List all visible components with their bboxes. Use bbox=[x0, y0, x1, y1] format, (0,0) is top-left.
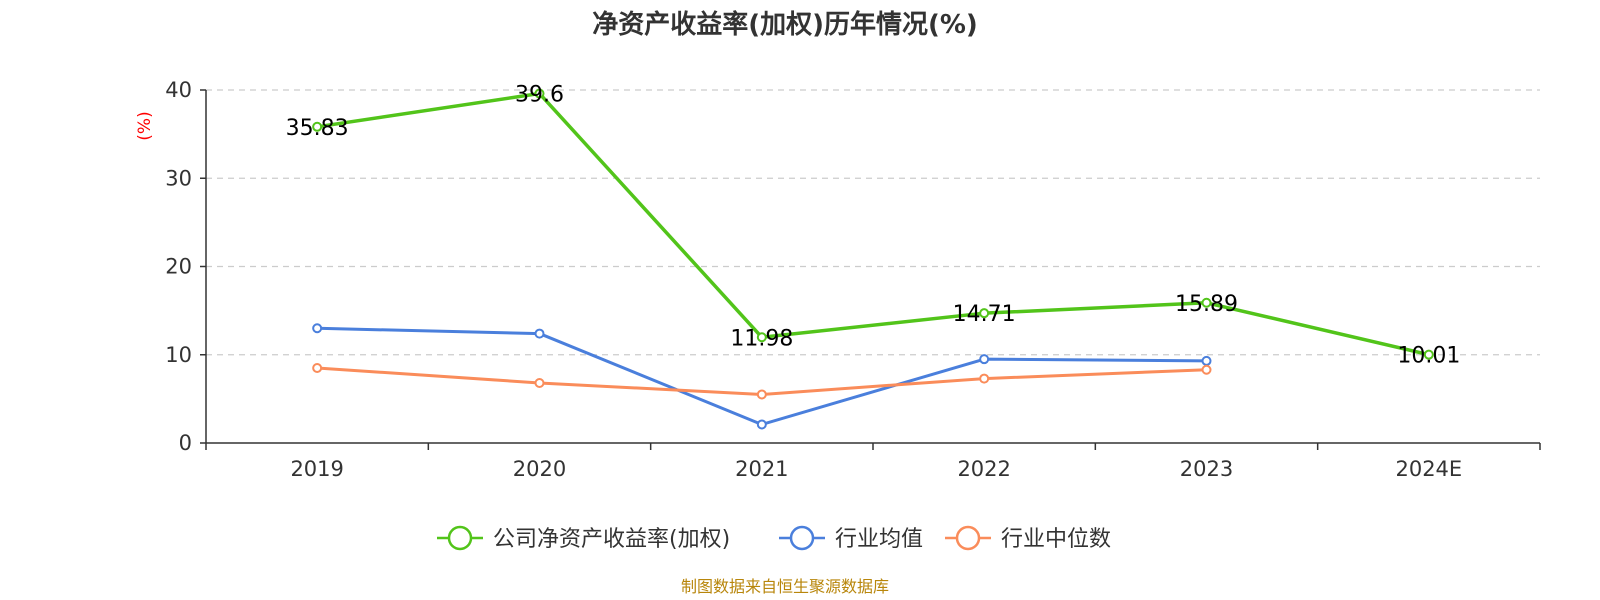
data-point bbox=[312, 362, 323, 373]
data-label: 39.6 bbox=[515, 83, 564, 108]
data-point bbox=[312, 121, 323, 132]
data-point bbox=[534, 377, 545, 388]
data-point bbox=[312, 323, 323, 334]
y-tick-label: 0 bbox=[179, 431, 192, 455]
source-note: 制图数据来自恒生聚源数据库 bbox=[681, 577, 889, 596]
data-point bbox=[1201, 297, 1212, 308]
data-label: 10.01 bbox=[1397, 344, 1460, 369]
data-point bbox=[979, 373, 990, 384]
series bbox=[312, 88, 1434, 430]
data-point bbox=[1201, 355, 1212, 366]
data-point bbox=[756, 419, 767, 430]
data-point bbox=[756, 332, 767, 343]
data-point bbox=[534, 328, 545, 339]
y-tick-label: 40 bbox=[165, 78, 192, 102]
data-label: 11.98 bbox=[730, 326, 793, 351]
x-tick-label: 2024E bbox=[1395, 457, 1462, 481]
series-line-0 bbox=[316, 91, 1430, 357]
x-tick-label: 2021 bbox=[735, 457, 788, 481]
data-point bbox=[1423, 349, 1434, 360]
data-point bbox=[979, 354, 990, 365]
legend-label: 公司净资产收益率(加权) bbox=[493, 527, 730, 552]
legend-label: 行业中位数 bbox=[1001, 527, 1111, 552]
y-tick-label: 10 bbox=[165, 343, 192, 367]
data-point bbox=[534, 88, 545, 99]
data-point bbox=[979, 308, 990, 319]
legend-marker bbox=[955, 525, 981, 551]
x-tick-label: 2020 bbox=[513, 457, 566, 481]
data-label: 15.89 bbox=[1175, 292, 1238, 317]
legend-marker bbox=[447, 525, 473, 551]
data-label: 35.83 bbox=[286, 116, 349, 141]
data-label: 14.71 bbox=[953, 302, 1016, 327]
legend-item-0: 公司净资产收益率(加权) bbox=[437, 525, 730, 552]
x-tick-label: 2022 bbox=[957, 457, 1010, 481]
y-tick-label: 20 bbox=[165, 255, 192, 279]
x-tick-label: 2023 bbox=[1180, 457, 1233, 481]
legend-item-1: 行业均值 bbox=[779, 525, 923, 552]
y-axis-label: (%) bbox=[135, 111, 155, 140]
x-tick-label: 2019 bbox=[290, 457, 343, 481]
y-tick-label: 30 bbox=[165, 166, 192, 190]
data-labels: 35.83 39.6 11.98 14.71 15.89 10.01 bbox=[286, 83, 1461, 369]
data-point bbox=[756, 389, 767, 400]
data-point bbox=[1201, 364, 1212, 375]
grid bbox=[206, 89, 1540, 356]
axes: 0 10 20 30 40 2019 2020 2021 2022 2023 2024E bbox=[165, 78, 1541, 481]
legend-item-2: 行业中位数 bbox=[945, 525, 1111, 552]
chart-title: 净资产收益率(加权)历年情况(%) bbox=[592, 9, 978, 40]
legend: 公司净资产收益率(加权) 行业均值 行业中位数 bbox=[437, 525, 1111, 552]
legend-label: 行业均值 bbox=[835, 527, 923, 552]
legend-marker bbox=[789, 525, 815, 551]
